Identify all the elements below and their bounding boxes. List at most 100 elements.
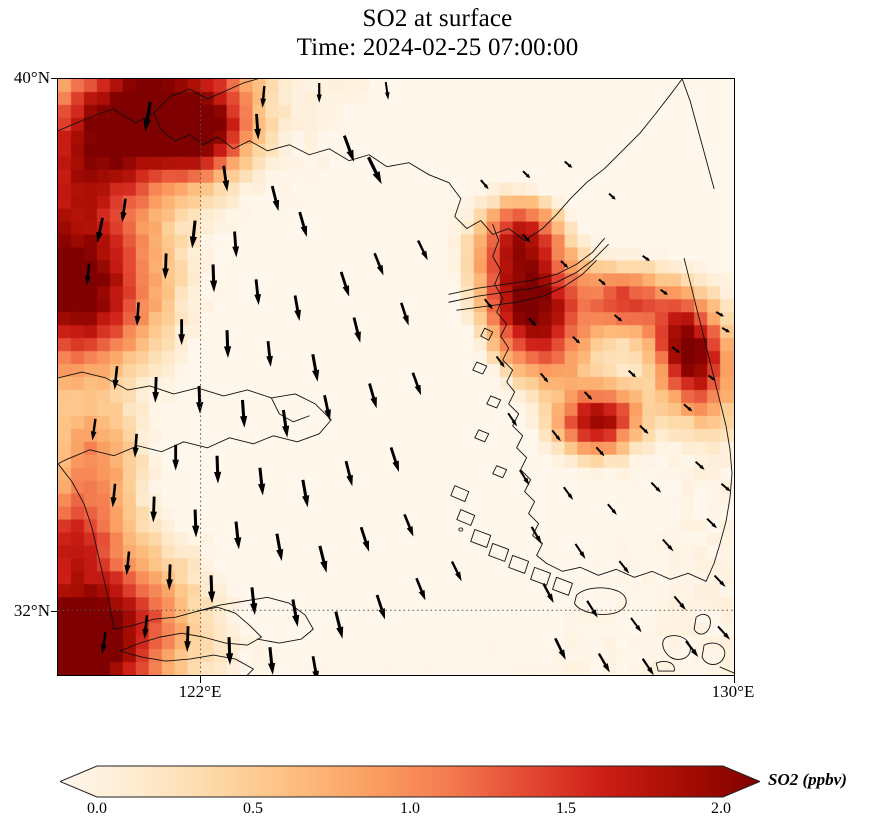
coastline-path	[701, 642, 726, 665]
coastline-path	[119, 650, 254, 675]
coastline-path	[524, 79, 683, 241]
coastline-path	[546, 562, 707, 582]
xtick-mark-122E	[199, 676, 201, 683]
cbtick-label-0: 0.0	[87, 800, 107, 817]
wind-arrow	[607, 503, 617, 515]
ytick-label-32N: 32°N	[13, 601, 50, 620]
wind-arrow	[342, 135, 354, 162]
coastline-path	[448, 243, 609, 303]
wind-arrow	[597, 652, 610, 673]
wind-arrow	[662, 538, 674, 552]
coastline-path	[574, 587, 627, 615]
wind-arrow	[639, 424, 649, 434]
wind-arrow	[403, 513, 414, 537]
colorbar[interactable]: 0.0 0.5 1.0 1.5 2.0	[60, 762, 760, 817]
wind-arrow	[275, 533, 284, 562]
wind-arrow	[222, 165, 230, 192]
wind-arrow	[291, 599, 300, 627]
wind-arrow	[266, 341, 273, 367]
wind-arrow	[134, 302, 141, 327]
wind-arrow	[84, 263, 91, 286]
coastline-path	[508, 554, 530, 574]
wind-arrow	[120, 198, 127, 223]
wind-arrow	[717, 625, 731, 640]
colorbar-gradient	[60, 765, 760, 798]
coastline-path	[450, 485, 470, 503]
wind-arrow	[373, 252, 384, 276]
wind-arrow	[323, 394, 331, 421]
map-axes[interactable]	[57, 78, 735, 676]
wind-arrow	[166, 564, 173, 591]
coastline-path	[662, 635, 691, 660]
wind-arrow	[713, 574, 726, 588]
title-line-variable: SO2 at surface	[362, 5, 513, 32]
coastlines-layer	[58, 79, 734, 675]
y-axis-ticks: 40°N 32°N	[0, 0, 58, 836]
coastline-path	[458, 527, 464, 532]
wind-arrow	[522, 233, 531, 243]
wind-arrow	[311, 354, 320, 382]
wind-arrow	[207, 575, 216, 604]
coastline-path	[456, 509, 476, 526]
wind-arrow	[132, 433, 139, 458]
wind-arrow	[124, 551, 131, 576]
coastline-path	[480, 327, 494, 341]
wind-arrow	[316, 82, 322, 103]
wind-arrow	[178, 319, 186, 346]
wind-arrow	[110, 483, 117, 508]
wind-arrow	[572, 335, 581, 344]
wind-arrow	[143, 101, 152, 132]
wind-arrow	[301, 479, 310, 508]
wind-arrow	[659, 288, 668, 295]
wind-arrow	[162, 253, 169, 280]
wind-arrow	[293, 295, 301, 321]
wind-arrow	[334, 611, 344, 639]
wind-arrow	[539, 372, 549, 383]
wind-arrow	[384, 81, 390, 100]
wind-arrow	[706, 517, 718, 529]
xtick-mark-130E	[734, 676, 736, 683]
wind-arrow	[551, 429, 561, 442]
wind-arrow	[196, 385, 204, 414]
wind-arrow	[209, 264, 218, 293]
wind-arrow	[281, 409, 290, 438]
wind-arrow	[112, 365, 119, 390]
wind-arrow	[267, 647, 276, 675]
wind-arrow	[100, 632, 107, 654]
wind-arrow	[223, 330, 232, 359]
coastline-path	[448, 238, 605, 295]
wind-arrow	[495, 355, 505, 368]
wind-arrow	[352, 317, 361, 343]
wind-arrow	[522, 170, 531, 179]
cbtick-label-3: 1.5	[556, 800, 576, 817]
plot-title: SO2 at surface Time: 2024-02-25 07:00:00	[0, 4, 875, 62]
wind-arrow	[720, 483, 731, 492]
wind-arrow	[189, 220, 197, 249]
coastline-and-wind-overlay	[58, 79, 734, 675]
wind-arrow	[721, 327, 730, 333]
wind-arrow	[400, 302, 409, 326]
wind-arrow	[483, 298, 493, 310]
coastline-path	[58, 371, 332, 465]
wind-arrow	[507, 412, 518, 427]
wind-arrow	[359, 526, 370, 552]
coastline-path	[197, 596, 314, 644]
coastline-path	[113, 606, 262, 652]
cbtick-label-4: 2.0	[711, 800, 731, 817]
coastline-path	[58, 79, 258, 132]
wind-arrow	[192, 509, 200, 538]
wind-arrow	[368, 383, 377, 409]
wind-arrow	[415, 577, 426, 601]
wind-arrow	[260, 85, 267, 108]
wind-arrow	[562, 486, 574, 501]
wind-arrow	[542, 583, 554, 603]
coastline-path	[492, 224, 548, 564]
wind-arrow	[411, 372, 422, 396]
coastline-path	[719, 666, 734, 674]
wind-arrow	[618, 560, 630, 574]
wind-arrow	[250, 587, 258, 616]
wind-arrow	[152, 376, 160, 403]
xtick-label-130E: 130°E	[711, 682, 755, 701]
coastline-path	[488, 542, 510, 562]
